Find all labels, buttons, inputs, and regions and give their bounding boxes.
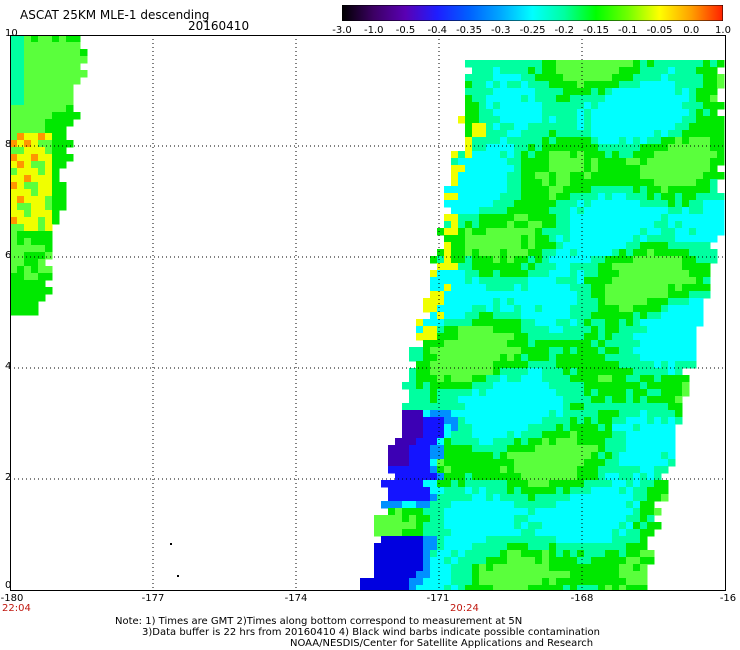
colorbar-tick-label: -0.4 [427, 25, 448, 36]
footnote-line: Note: 1) Times are GMT 2)Times along bot… [115, 616, 523, 627]
colorbar-tick-label: -0.3 [490, 25, 511, 36]
island-mark [177, 575, 179, 577]
colorbar-tick-label: -0.15 [583, 25, 609, 36]
colorbar-tick-label: -1.0 [363, 25, 384, 36]
x-tick-label: -16 [719, 593, 737, 604]
x-tick-label: -177 [141, 593, 165, 604]
colorbar-tick-label: -0.35 [456, 25, 482, 36]
y-tick-label: 0 [5, 580, 12, 591]
x-tick-label: -171 [426, 593, 450, 604]
y-tick-label: 2 [5, 472, 12, 483]
footnote-line: NOAA/NESDIS/Center for Satellite Applica… [290, 638, 594, 649]
colorbar-tick-label: -0.5 [395, 25, 416, 36]
colorbar-tick-label: -0.1 [617, 25, 638, 36]
colorbar [342, 5, 723, 21]
colorbar-tick-label: -0.05 [646, 25, 673, 36]
colorbar-tick-label: -0.25 [519, 25, 546, 36]
colorbar-gradient [342, 5, 723, 21]
map-plot [10, 35, 726, 591]
time-label: 22:04 [2, 603, 31, 614]
x-tick-label: -180 [0, 593, 24, 604]
y-tick-label: 8 [5, 139, 12, 150]
y-tick-label: 6 [5, 250, 12, 261]
map-grid [10, 35, 726, 591]
colorbar-tick-label: 1.0 [715, 25, 731, 36]
y-tick-label: 10 [5, 28, 18, 39]
colorbar-tick-label: -0.2 [554, 25, 575, 36]
plot-frame [10, 35, 726, 591]
y-tick-label: 4 [5, 361, 12, 372]
colorbar-tick-label: -3.0 [332, 25, 352, 36]
chart-date: 20160410 [188, 19, 250, 33]
footnote-line: 3)Data buffer is 22 hrs from 20160410 4)… [142, 627, 600, 638]
chart-title: ASCAT 25KM MLE-1 descending [20, 8, 210, 22]
x-tick-label: -174 [284, 593, 308, 604]
x-tick-label: -168 [570, 593, 594, 604]
time-label: 20:24 [450, 603, 479, 614]
island-mark [170, 543, 172, 545]
satellite-swath-cells [10, 35, 725, 591]
colorbar-tick-label: 0.0 [683, 25, 700, 36]
